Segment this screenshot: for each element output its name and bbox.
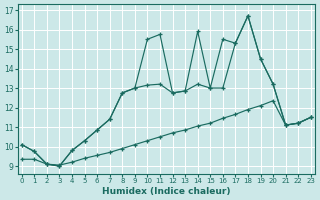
X-axis label: Humidex (Indice chaleur): Humidex (Indice chaleur) — [102, 187, 230, 196]
